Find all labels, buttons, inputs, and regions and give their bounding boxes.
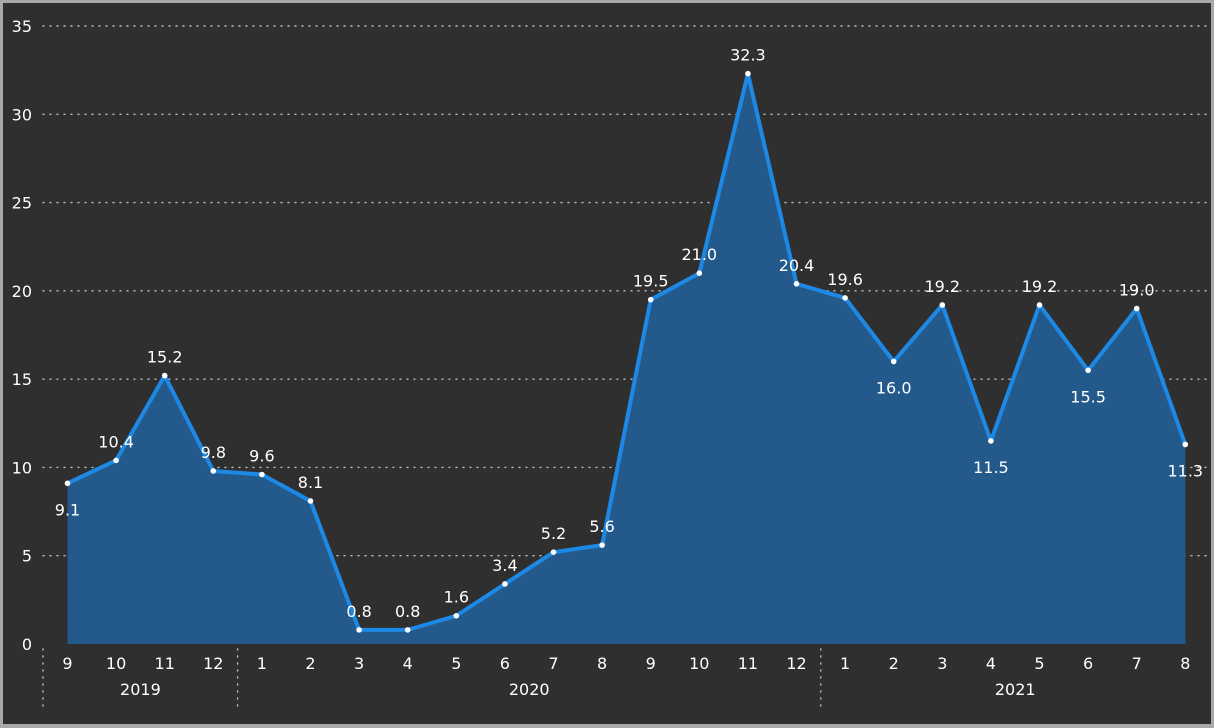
data-point [599,542,605,548]
data-label: 5.6 [589,517,614,536]
data-point [259,471,265,478]
data-label: 32.3 [730,46,766,65]
x-tick-label: 7 [1132,654,1142,673]
x-tick-label: 2 [889,654,899,673]
y-tick-label: 15 [12,370,32,389]
x-tick-label: 2 [305,654,315,673]
data-point [745,70,751,77]
x-tick-label: 3 [354,654,364,673]
data-label: 3.4 [492,556,517,575]
data-point [1133,305,1140,312]
y-axis: 0 5 10 15 20 25 30 35 [12,17,32,654]
series-line-layer [65,71,1188,632]
y-tick-label: 30 [12,105,32,124]
x-tick-label: 9 [646,654,656,673]
area-chart: 9.110.415.29.8 9.68.10.8 0.81.63.45.2 5.619… [12,17,1211,707]
data-label: 9.8 [201,443,226,462]
chart-container: 9.1 10.4 15.2 9.8 9.6 8.1 0.8 0.8 1.6 3.4 5.2 5.6 19… [3,3,1211,724]
data-label: 15.2 [147,348,183,367]
x-tick-label: 10 [106,654,126,673]
data-point [988,438,994,444]
data-point [64,480,71,487]
markers-layer [64,70,1189,633]
data-point [939,302,946,308]
data-point [113,457,119,464]
data-point [161,372,168,379]
y-tick-label: 25 [12,194,32,213]
area-fill-layer [67,73,1186,644]
y-tick-label: 20 [12,282,32,301]
data-point [647,296,654,303]
x-tick-label: 12 [786,654,806,673]
x-tick-label: 9 [62,654,72,673]
x-tick-label: 11 [155,654,175,673]
data-label: 19.0 [1119,281,1155,300]
data-labels-layer: 9.1 10.4 15.2 9.8 9.6 8.1 0.8 0.8 1.6 3.4 5.2 5.6 19… [55,46,1203,621]
data-label: 1.6 [444,588,469,607]
data-point [550,549,557,555]
data-point [793,280,800,287]
x-tick-label: 6 [1083,654,1093,673]
x-tick-label: 8 [597,654,607,673]
x-tick-label: 7 [548,654,558,673]
area-fill [67,73,1186,644]
data-point [696,270,703,277]
x-tick-label: 10 [689,654,709,673]
data-label: 8.1 [298,473,323,492]
data-label: 15.5 [1070,387,1106,406]
data-point [1085,367,1091,374]
data-label: 11.5 [973,458,1009,477]
data-label: 19.5 [633,272,669,291]
y-tick-label: 35 [12,17,32,36]
x-tick-label: 5 [451,654,461,673]
data-label: 9.6 [249,446,274,465]
data-point [890,358,897,365]
data-point [307,498,314,504]
data-label: 5.2 [541,524,566,543]
y-tick-label: 10 [12,458,32,477]
y-tick-label: 5 [22,547,32,566]
data-label: 19.6 [827,270,863,289]
x-tick-label: 12 [203,654,223,673]
data-label: 21.0 [681,245,717,264]
data-point [842,295,848,301]
x-tick-label: 5 [1034,654,1044,673]
x-tick-label: 4 [403,654,413,673]
data-point [1036,302,1043,308]
year-label: 2021 [995,680,1036,699]
data-point [356,627,362,633]
data-label: 10.4 [98,432,134,451]
data-point [1182,441,1189,448]
data-label: 19.2 [924,277,960,296]
data-label: 11.3 [1167,461,1203,480]
x-tick-label: 4 [986,654,996,673]
data-point [453,612,460,619]
year-label: 2019 [120,680,161,699]
x-tick-label: 3 [937,654,947,673]
x-tick-label: 8 [1180,654,1190,673]
x-tick-label: 6 [500,654,510,673]
data-label: 19.2 [1022,277,1058,296]
x-tick-label: 1 [257,654,267,673]
data-point [502,581,508,587]
x-tick-label: 11 [738,654,758,673]
data-label: 9.1 [55,500,80,519]
y-tick-label: 0 [22,635,32,654]
data-label: 16.0 [876,378,912,397]
year-label: 2020 [509,680,550,699]
data-point [404,627,411,633]
data-label: 20.4 [779,256,815,275]
data-point [210,468,217,474]
data-label: 0.8 [395,602,420,621]
x-tick-label: 1 [840,654,850,673]
data-label: 0.8 [346,602,371,621]
series-line [65,71,1188,632]
